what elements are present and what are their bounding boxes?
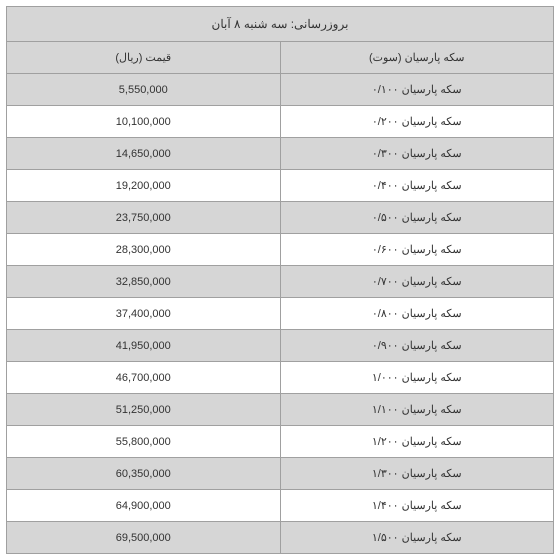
- cell-name: سکه پارسیان ۰/۷۰۰: [280, 266, 554, 298]
- cell-price: 5,550,000: [7, 74, 281, 106]
- table-row: سکه پارسیان ۰/۱۰۰5,550,000: [7, 74, 554, 106]
- cell-price: 46,700,000: [7, 362, 281, 394]
- cell-name: سکه پارسیان ۱/۵۰۰: [280, 522, 554, 554]
- cell-name: سکه پارسیان ۰/۹۰۰: [280, 330, 554, 362]
- table-body: سکه پارسیان ۰/۱۰۰5,550,000سکه پارسیان ۰/…: [7, 74, 554, 554]
- table-title: بروزرسانی: سه شنبه ۸ آبان: [7, 7, 554, 42]
- price-table: بروزرسانی: سه شنبه ۸ آبان سکه پارسیان (س…: [6, 6, 554, 554]
- cell-price: 23,750,000: [7, 202, 281, 234]
- table-row: سکه پارسیان ۱/۵۰۰69,500,000: [7, 522, 554, 554]
- table-row: سکه پارسیان ۰/۲۰۰10,100,000: [7, 106, 554, 138]
- cell-price: 37,400,000: [7, 298, 281, 330]
- cell-name: سکه پارسیان ۱/۱۰۰: [280, 394, 554, 426]
- table-row: سکه پارسیان ۰/۹۰۰41,950,000: [7, 330, 554, 362]
- cell-name: سکه پارسیان ۰/۵۰۰: [280, 202, 554, 234]
- cell-price: 19,200,000: [7, 170, 281, 202]
- cell-name: سکه پارسیان ۱/۳۰۰: [280, 458, 554, 490]
- cell-price: 51,250,000: [7, 394, 281, 426]
- table-row: سکه پارسیان ۰/۴۰۰19,200,000: [7, 170, 554, 202]
- cell-name: سکه پارسیان ۰/۴۰۰: [280, 170, 554, 202]
- table-row: سکه پارسیان ۱/۱۰۰51,250,000: [7, 394, 554, 426]
- table-row: سکه پارسیان ۱/۴۰۰64,900,000: [7, 490, 554, 522]
- table-header-row: سکه پارسیان (سوت) قیمت (ریال): [7, 42, 554, 74]
- cell-name: سکه پارسیان ۰/۶۰۰: [280, 234, 554, 266]
- column-header-name: سکه پارسیان (سوت): [280, 42, 554, 74]
- cell-price: 69,500,000: [7, 522, 281, 554]
- cell-price: 32,850,000: [7, 266, 281, 298]
- cell-name: سکه پارسیان ۰/۳۰۰: [280, 138, 554, 170]
- cell-price: 28,300,000: [7, 234, 281, 266]
- cell-price: 41,950,000: [7, 330, 281, 362]
- cell-price: 64,900,000: [7, 490, 281, 522]
- cell-price: 60,350,000: [7, 458, 281, 490]
- cell-price: 10,100,000: [7, 106, 281, 138]
- cell-name: سکه پارسیان ۰/۸۰۰: [280, 298, 554, 330]
- cell-price: 14,650,000: [7, 138, 281, 170]
- cell-name: سکه پارسیان ۰/۲۰۰: [280, 106, 554, 138]
- cell-name: سکه پارسیان ۱/۲۰۰: [280, 426, 554, 458]
- table-row: سکه پارسیان ۱/۳۰۰60,350,000: [7, 458, 554, 490]
- table-row: سکه پارسیان ۱/۰۰۰46,700,000: [7, 362, 554, 394]
- table-row: سکه پارسیان ۰/۸۰۰37,400,000: [7, 298, 554, 330]
- table-row: سکه پارسیان ۱/۲۰۰55,800,000: [7, 426, 554, 458]
- cell-name: سکه پارسیان ۰/۱۰۰: [280, 74, 554, 106]
- table-title-row: بروزرسانی: سه شنبه ۸ آبان: [7, 7, 554, 42]
- column-header-price: قیمت (ریال): [7, 42, 281, 74]
- cell-name: سکه پارسیان ۱/۴۰۰: [280, 490, 554, 522]
- table-row: سکه پارسیان ۰/۵۰۰23,750,000: [7, 202, 554, 234]
- cell-price: 55,800,000: [7, 426, 281, 458]
- table-row: سکه پارسیان ۰/۷۰۰32,850,000: [7, 266, 554, 298]
- cell-name: سکه پارسیان ۱/۰۰۰: [280, 362, 554, 394]
- table-row: سکه پارسیان ۰/۶۰۰28,300,000: [7, 234, 554, 266]
- table-row: سکه پارسیان ۰/۳۰۰14,650,000: [7, 138, 554, 170]
